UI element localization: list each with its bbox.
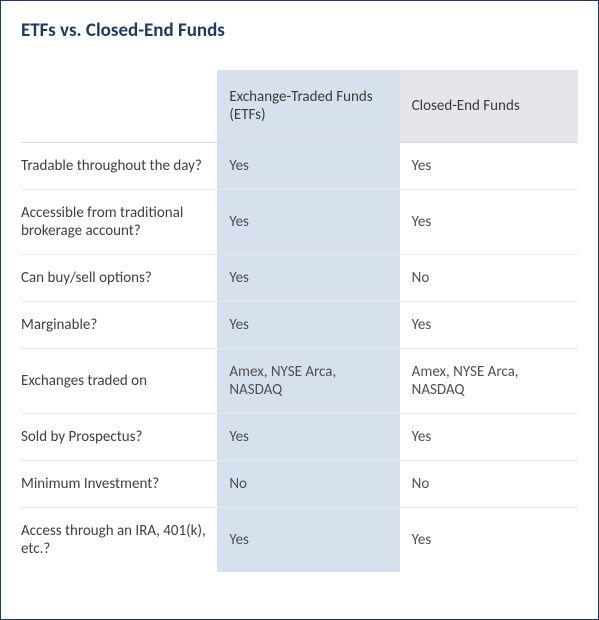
- cell-etf: No: [217, 460, 399, 507]
- col-header-blank: [21, 70, 217, 142]
- table-row: Sold by Prospectus? Yes Yes: [21, 413, 578, 460]
- table-row: Marginable? Yes Yes: [21, 301, 578, 348]
- comparison-card: ETFs vs. Closed-End Funds Exchange-Trade…: [0, 0, 599, 620]
- row-label: Marginable?: [21, 301, 217, 348]
- cell-cef: Yes: [400, 142, 578, 189]
- row-label: Sold by Prospectus?: [21, 413, 217, 460]
- cell-cef: No: [400, 254, 578, 301]
- cell-etf: Yes: [217, 507, 399, 572]
- cell-etf: Yes: [217, 413, 399, 460]
- row-label: Can buy/sell options?: [21, 254, 217, 301]
- row-label: Accessible from traditional brokerage ac…: [21, 189, 217, 254]
- row-label: Tradable throughout the day?: [21, 142, 217, 189]
- col-header-etf: Exchange-Traded Funds (ETFs): [217, 70, 399, 142]
- table-row: Exchanges traded on Amex, NYSE Arca, NAS…: [21, 348, 578, 413]
- row-label: Minimum Investment?: [21, 460, 217, 507]
- table-row: Can buy/sell options? Yes No: [21, 254, 578, 301]
- cell-cef: Yes: [400, 301, 578, 348]
- cell-etf: Yes: [217, 189, 399, 254]
- cell-etf: Yes: [217, 142, 399, 189]
- cell-cef: Yes: [400, 413, 578, 460]
- table-row: Minimum Investment? No No: [21, 460, 578, 507]
- row-label: Access through an IRA, 401(k), etc.?: [21, 507, 217, 572]
- cell-etf: Yes: [217, 254, 399, 301]
- row-label: Exchanges traded on: [21, 348, 217, 413]
- cell-cef: Yes: [400, 189, 578, 254]
- cell-cef: Amex, NYSE Arca, NASDAQ: [400, 348, 578, 413]
- table-body: Tradable throughout the day? Yes Yes Acc…: [21, 142, 578, 572]
- table-row: Tradable throughout the day? Yes Yes: [21, 142, 578, 189]
- cell-cef: Yes: [400, 507, 578, 572]
- comparison-table: Exchange-Traded Funds (ETFs) Closed-End …: [21, 70, 578, 572]
- cell-etf: Yes: [217, 301, 399, 348]
- table-row: Access through an IRA, 401(k), etc.? Yes…: [21, 507, 578, 572]
- col-header-cef: Closed-End Funds: [400, 70, 578, 142]
- page-title: ETFs vs. Closed-End Funds: [21, 19, 578, 42]
- cell-etf: Amex, NYSE Arca, NASDAQ: [217, 348, 399, 413]
- table-row: Accessible from traditional brokerage ac…: [21, 189, 578, 254]
- cell-cef: No: [400, 460, 578, 507]
